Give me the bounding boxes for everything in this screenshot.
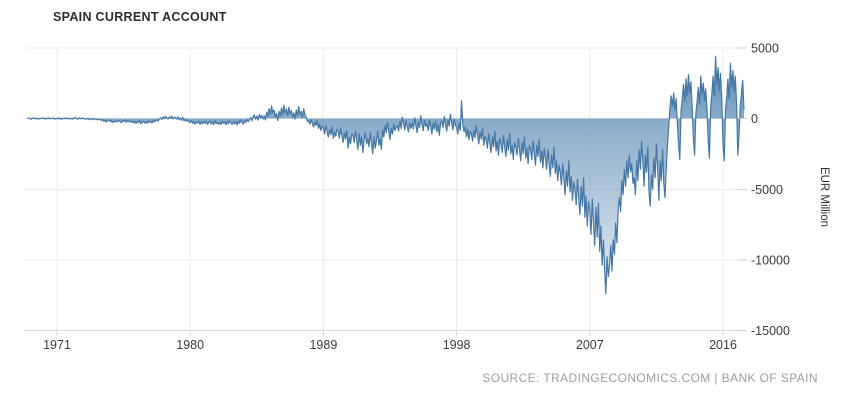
xtick-2016: 2016 <box>709 338 737 352</box>
y-axis-labels: 5000 0 -5000 -10000 -15000 <box>751 42 790 339</box>
current-account-series <box>27 55 745 295</box>
xtick-1989: 1989 <box>309 338 337 352</box>
xtick-2007: 2007 <box>576 338 604 352</box>
x-axis-labels: 1971 1980 1989 1998 2007 2016 <box>43 338 737 352</box>
ytick-m10000: -10000 <box>751 254 790 268</box>
y-axis-ticks <box>738 47 747 331</box>
xtick-1980: 1980 <box>176 338 204 352</box>
series-line <box>27 55 745 295</box>
chart-plot-area[interactable] <box>25 48 747 331</box>
x-axis-ticks <box>56 330 724 336</box>
xtick-1971: 1971 <box>43 338 71 352</box>
ytick-5000: 5000 <box>751 42 779 56</box>
chart-title: SPAIN CURRENT ACCOUNT <box>53 10 227 24</box>
y-axis-unit-label: EUR Million <box>818 167 830 227</box>
ytick-m5000: -5000 <box>751 183 783 197</box>
xtick-1998: 1998 <box>443 338 471 352</box>
area-fill <box>27 56 744 294</box>
ytick-0: 0 <box>751 112 758 126</box>
source-attribution: SOURCE: TRADINGECONOMICS.COM | BANK OF S… <box>482 371 818 385</box>
ytick-m15000: -15000 <box>751 324 790 338</box>
